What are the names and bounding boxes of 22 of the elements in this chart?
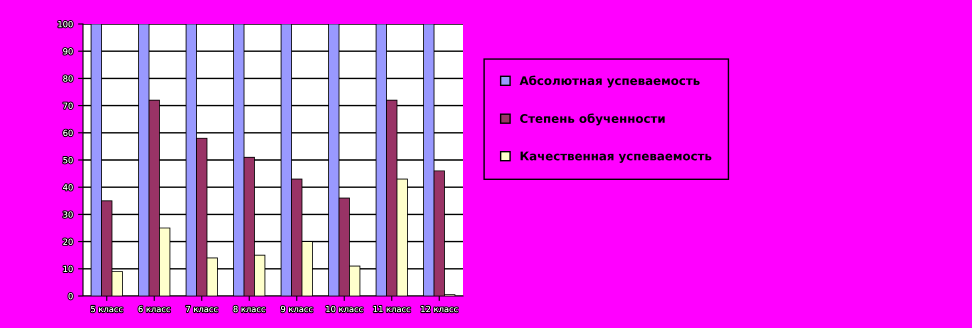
y-tick-label: 60 bbox=[63, 130, 73, 136]
y-tick-label: 30 bbox=[63, 211, 73, 218]
y-tick-label: 100 bbox=[58, 20, 73, 28]
y-tick-label: 10 bbox=[64, 266, 73, 272]
x-tick-label: 10 класс bbox=[326, 306, 363, 312]
x-tick-label: 6 класс bbox=[138, 306, 170, 312]
y-tick-label: 90 bbox=[63, 48, 73, 54]
y-tick-label: 40 bbox=[63, 184, 73, 190]
legend-label: Абсолютная успеваемость bbox=[520, 76, 700, 88]
y-tick-label: 0 bbox=[68, 292, 73, 300]
x-tick-label: 7 класс bbox=[186, 306, 218, 312]
x-tick-label: 8 класс bbox=[234, 306, 266, 312]
y-tick-label: 50 bbox=[63, 156, 73, 164]
x-tick-label: 12 класс bbox=[421, 306, 458, 312]
legend-label: Степень обученности bbox=[520, 113, 665, 126]
x-tick-label: 11 класс bbox=[374, 306, 410, 312]
y-tick-label: 80 bbox=[63, 75, 73, 82]
legend-label: Качественная успеваемость bbox=[520, 152, 712, 163]
x-tick-label: 9 класс bbox=[280, 306, 313, 312]
y-tick-label: 70 bbox=[63, 102, 73, 109]
y-tick-label: 20 bbox=[63, 238, 73, 245]
x-tick-label: 5 класс bbox=[91, 306, 123, 312]
